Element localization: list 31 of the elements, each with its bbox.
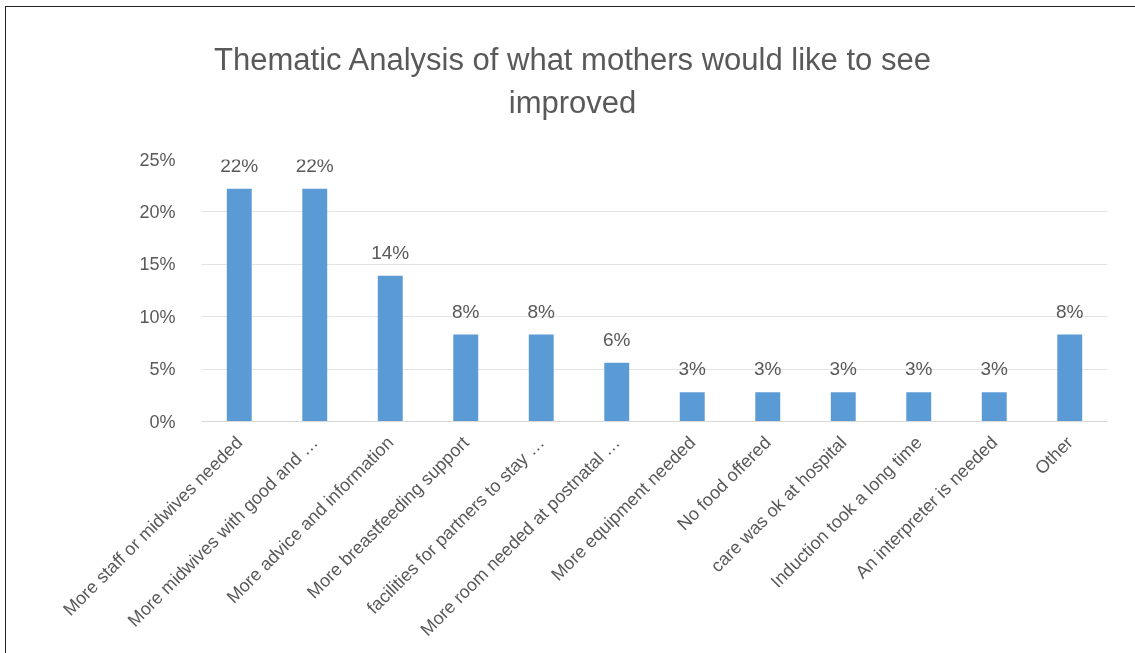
data-label: 3%: [905, 358, 933, 380]
data-label: 8%: [1056, 300, 1084, 322]
data-label: 22%: [295, 154, 334, 176]
bar: [755, 392, 781, 422]
data-label: 8%: [527, 300, 556, 322]
bar: [302, 188, 328, 422]
data-label: 3%: [678, 358, 707, 380]
bar: [226, 188, 252, 422]
data-label: 22%: [220, 154, 259, 176]
data-label: 8%: [452, 300, 480, 322]
bar: [981, 392, 1007, 422]
y-tick-label: 10%: [139, 306, 176, 327]
data-label: 6%: [603, 328, 631, 350]
data-label: 3%: [980, 358, 1009, 380]
bar: [604, 362, 630, 422]
chart-title: Thematic Analysis of what mothers would like to see improved: [213, 41, 932, 122]
y-tick-label: 5%: [149, 359, 176, 380]
y-tick-label: 15%: [139, 254, 176, 275]
data-label: 3%: [754, 358, 782, 380]
y-tick-label: 25%: [139, 149, 176, 170]
bar: [377, 275, 403, 422]
bar: [528, 334, 554, 422]
y-tick-label: 20%: [139, 201, 176, 222]
bar: [453, 334, 479, 422]
bar: [1057, 334, 1083, 422]
bar: [830, 392, 856, 422]
data-label: 3%: [829, 358, 858, 380]
y-tick-label: 0%: [149, 411, 176, 432]
data-label: 14%: [371, 241, 410, 263]
bar: [906, 392, 932, 422]
bar: [679, 392, 705, 422]
